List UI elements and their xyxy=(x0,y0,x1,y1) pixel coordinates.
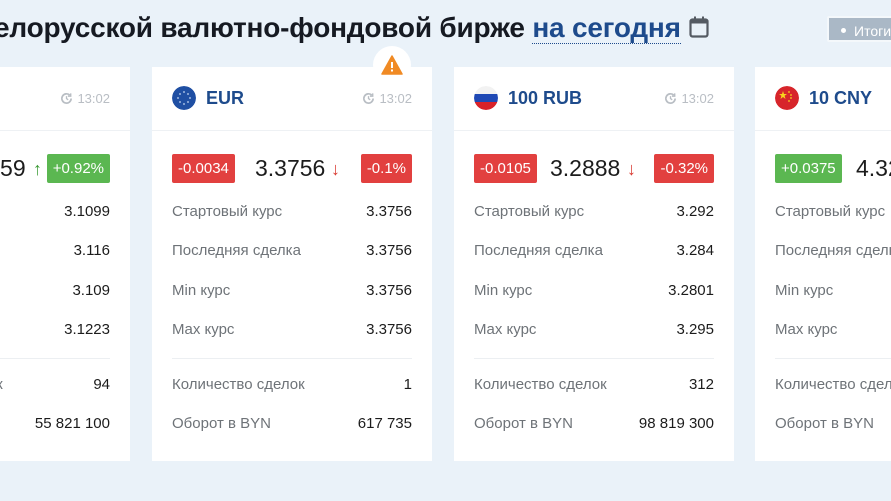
divider xyxy=(0,358,110,360)
eu-flag-icon xyxy=(172,86,196,110)
percent-change-badge: -0.32% xyxy=(654,154,714,183)
stat-deals-count: Количество сделок94 xyxy=(0,376,110,394)
currency-card-cny: 10 CNY +0.0375 4.32 Стартовый курс После… xyxy=(755,67,891,461)
warning-triangle-icon xyxy=(381,55,403,75)
rate-row: -0.0034 3.3756 ↓ -0.1% xyxy=(152,131,432,193)
percent-change-badge: +0.92% xyxy=(46,154,110,183)
abs-change-badge: -0.0105 xyxy=(474,154,537,183)
card-header: 13:02 xyxy=(0,67,130,131)
divider xyxy=(775,358,891,360)
stat-start-rate: Стартовый курс xyxy=(775,203,886,220)
bullet-icon xyxy=(841,28,846,33)
stat-start-rate: Стартовый курс 3.292 xyxy=(474,203,714,220)
rate-row: 3.1159 ↑ +0.92% xyxy=(0,131,130,193)
china-flag-icon xyxy=(775,86,799,110)
stat-deals-count: Количество сделок 1 xyxy=(172,376,412,394)
stat-max-rate: Max курс 3.295 xyxy=(474,320,714,338)
rate-row: +0.0375 4.32 xyxy=(755,131,891,193)
currency-code: EUR xyxy=(206,88,245,108)
currency-card-eur: EUR 13:02 -0.0034 3.3756 ↓ -0.1% Стартов… xyxy=(152,67,432,461)
percent-change-badge: -0.1% xyxy=(360,154,412,183)
arrow-up-icon: ↑ xyxy=(33,159,42,179)
stat-last-deal: Последняя сделка xyxy=(775,242,891,260)
divider xyxy=(172,358,412,360)
card-header: EUR 13:02 xyxy=(152,67,432,131)
stat-last-deal: Последняя сделка 3.3756 xyxy=(172,242,412,260)
update-time: 13:02 xyxy=(60,91,110,106)
stat-turnover: Оборот в BYN 617 735 xyxy=(172,415,412,433)
currency-code: 100 RUB xyxy=(508,88,583,108)
stat-turnover: Оборот в BYN55 821 100 xyxy=(34,415,110,433)
card-header: 10 CNY xyxy=(755,67,891,131)
calendar-icon[interactable] xyxy=(689,13,709,38)
stat-deals-count: Количество сделок 312 xyxy=(474,376,714,394)
warning-badge[interactable] xyxy=(373,46,411,84)
currency-code: 10 CNY xyxy=(809,88,873,108)
abs-change-badge: -0.0034 xyxy=(172,154,235,183)
stat-max-rate: Max курс xyxy=(775,320,838,338)
russia-flag-icon xyxy=(474,86,498,110)
arrow-down-icon: ↓ xyxy=(331,159,340,179)
date-selector-link[interactable]: на сегодня xyxy=(532,12,681,44)
divider xyxy=(474,358,714,360)
results-button-label: Итоги xyxy=(854,23,891,39)
current-rate: 4.32 xyxy=(856,155,891,181)
current-rate: 3.1159 xyxy=(0,155,26,181)
stat-deals-count: Количество сделок xyxy=(775,376,891,394)
currency-card-usd: 13:02 3.1159 ↑ +0.92% Стартовый курс3.10… xyxy=(0,67,130,461)
stat-min-rate: Min курс xyxy=(775,281,834,299)
update-time: 13:02 xyxy=(664,91,714,106)
refresh-clock-icon xyxy=(665,93,677,104)
page-title: елорусской валютно-фондовой бирже на сег… xyxy=(0,12,709,44)
results-button[interactable]: Итоги xyxy=(827,16,891,42)
current-rate: 3.3756 xyxy=(255,155,326,181)
rate-row: -0.0105 3.2888 ↓ -0.32% xyxy=(454,131,734,193)
refresh-clock-icon xyxy=(61,93,73,104)
refresh-clock-icon xyxy=(363,93,375,104)
stat-start-rate: Стартовый курс 3.3756 xyxy=(172,203,412,220)
stat-max-rate: Max курс 3.3756 xyxy=(172,320,412,338)
currency-card-rub: 100 RUB 13:02 -0.0105 3.2888 ↓ -0.32% Ст… xyxy=(454,67,734,461)
stat-min-rate: Min курс 3.3756 xyxy=(172,281,412,299)
stat-last-deal: Последняя сделка 3.284 xyxy=(474,242,714,260)
arrow-down-icon: ↓ xyxy=(627,159,636,179)
update-time: 13:02 xyxy=(362,91,412,106)
abs-change-badge: +0.0375 xyxy=(775,154,842,183)
card-header: 100 RUB 13:02 xyxy=(454,67,734,131)
page-title-text: елорусской валютно-фондовой бирже xyxy=(0,12,525,43)
current-rate: 3.2888 xyxy=(550,155,621,181)
stat-turnover: Оборот в BYN 98 819 300 xyxy=(474,415,714,433)
stat-min-rate: Min курс 3.2801 xyxy=(474,281,714,299)
stat-turnover: Оборот в BYN xyxy=(775,415,874,433)
